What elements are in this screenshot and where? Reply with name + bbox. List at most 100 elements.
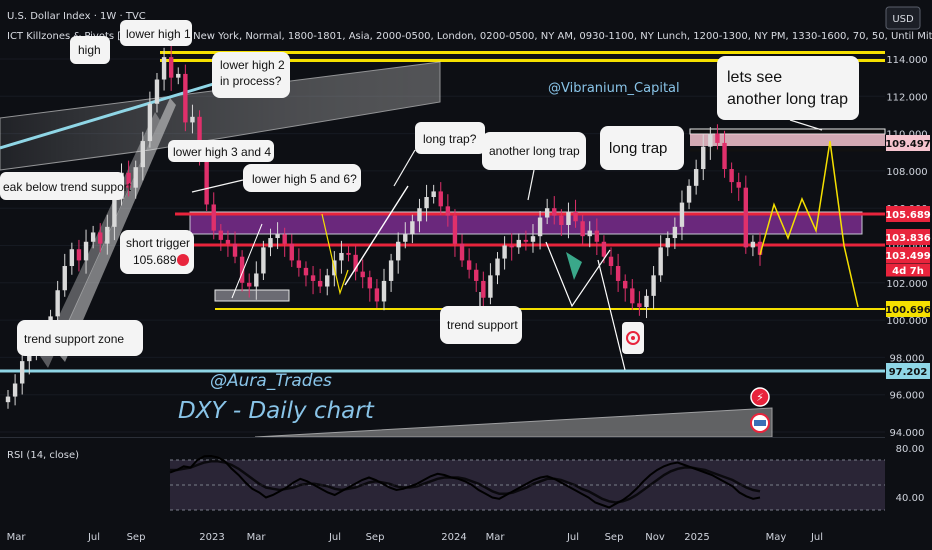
target-icon [622,322,644,354]
author-watermark-top: @Vibranium_Capital [548,81,680,96]
candle [736,182,741,188]
candle [62,266,67,291]
candle [580,221,585,237]
projection-path [759,140,859,308]
candle [27,353,32,362]
candle [353,254,358,272]
flag-icon[interactable] [750,413,770,433]
candle [630,288,635,304]
candle [388,260,394,281]
time-tick-label: 2024 [441,532,466,543]
callout-lower-high-2: lower high 2 in process? [212,52,290,98]
svg-text:long trap: long trap [609,140,667,157]
callout-long-trap-q: long trap? [393,122,485,187]
callout-short-trigger: short trigger 105.689 [120,230,194,274]
candle [69,249,75,267]
time-tick-label: May [766,532,787,543]
currency-button[interactable] [885,6,921,30]
candle [225,239,231,244]
candle [424,197,429,209]
rsi-label: RSI (14, close) [7,450,79,461]
candle [708,133,713,147]
currency-label: USD [892,14,914,25]
svg-text:another long trap: another long trap [489,144,580,158]
candle [161,57,167,80]
candle [275,234,280,239]
rsi-ma-line [170,460,761,504]
candle [395,241,401,261]
arrow-down-long [597,259,626,371]
candle [19,361,25,384]
candle [112,198,117,227]
candle [190,116,195,123]
svg-text:short trigger: short trigger [126,236,190,250]
candle [495,258,500,276]
candle [268,238,273,248]
price-tag [886,206,930,222]
candle [637,303,642,308]
candle [403,234,408,242]
top-box [689,128,886,135]
svg-text:lower high 3 and 4: lower high 3 and 4 [173,145,271,159]
candle [509,245,514,248]
candle [559,215,564,225]
svg-text:lower high 2: lower high 2 [220,58,285,72]
time-tick-label: Jul [87,532,100,543]
candle [204,152,209,205]
indicator-label: ICT Killzones & Pivots [TFO] Day, 14, Ne… [7,31,932,42]
time-axis[interactable]: Mar Jul Sep 2023 Mar Jul Sep 2024 Mar Jul Sep Nov 20… [7,532,823,543]
candle [211,204,216,231]
candle [360,271,365,278]
price-tag [886,135,930,151]
callout-lower-high-3-4: lower high 3 and 4 [168,140,274,162]
chart-label: DXY - Daily chart [178,398,375,424]
price-tick-label: 94.000 [890,428,925,439]
candle [55,290,60,317]
candle [12,383,18,397]
candle [98,232,103,244]
candle [488,275,493,298]
price-tick-label: 98.000 [890,353,925,364]
top-resistance-band-upper [160,51,885,54]
arrow-down-path [545,241,611,308]
price-tick-label: 96.000 [890,391,925,402]
candle [715,133,720,143]
svg-text:trend support zone: trend support zone [24,332,124,346]
candle [339,252,344,261]
candle [147,103,153,142]
candle [552,208,557,216]
rsi-line [169,454,761,509]
top-resistance-band-lower [160,59,885,62]
rsi-panel[interactable]: RSI (14, close) 80.00 40.00 [0,437,925,511]
candle [757,241,763,255]
candle [672,226,678,239]
svg-text:⚡: ⚡ [756,391,764,404]
candle [325,275,330,287]
callout-trend-support-zone: trend support zone [17,320,143,356]
candle [608,256,614,267]
candle [417,208,422,222]
resistance-zone [190,212,862,234]
author-watermark-bottom: @Aura_Trades [210,371,332,391]
rising-trend-line [344,185,409,286]
lightning-icon[interactable]: ⚡ [750,387,770,407]
rsi-level-40: 40.00 [896,493,925,504]
price-tag-label: 105.689 [885,210,931,221]
candle [232,243,238,257]
trend-channel-upper [55,98,176,362]
svg-text:lower high 5 and 6?: lower high 5 and 6? [252,172,357,186]
candle [665,238,670,248]
candle [701,146,706,170]
callout-another-long-trap: another long trap [482,132,586,201]
candle [133,167,138,188]
candle [686,185,692,203]
small-trend-line [231,223,263,299]
candle [438,191,443,207]
candle [544,208,550,218]
candle [254,273,259,287]
candle [76,249,82,261]
candle [431,191,436,198]
time-tick-label: Sep [366,532,385,543]
